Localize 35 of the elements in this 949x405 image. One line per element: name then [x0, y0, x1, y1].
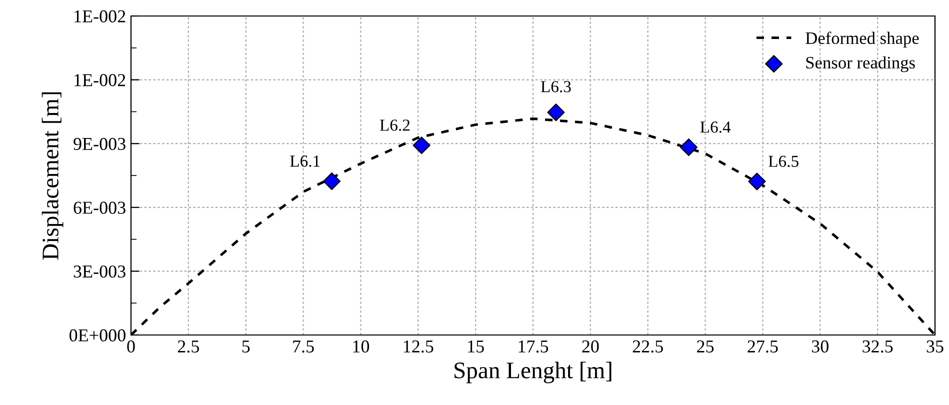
y-tick-label: 1E-002: [74, 74, 126, 86]
x-tick-label: 7.5: [293, 340, 314, 353]
y-tick-label: 3E-003: [74, 265, 126, 278]
y-tick-label: 0E+000: [70, 329, 126, 342]
x-tick-label: 35: [926, 340, 944, 353]
point: [412, 136, 430, 154]
y-tick-label: 6E-003: [74, 202, 126, 214]
annotation: L6.3: [540, 81, 571, 92]
x-tick-label: 25: [697, 340, 714, 353]
x-tick-label: 17.5: [518, 340, 548, 353]
x-tick-label: 22.5: [632, 340, 663, 353]
legend-label: Deformed shape: [806, 32, 919, 48]
x-tick-label: 32.5: [862, 340, 893, 353]
point: [748, 172, 766, 190]
y-tick-label: 1E-002: [74, 10, 126, 22]
point: [547, 104, 565, 122]
x-tick-label: 30: [812, 340, 828, 353]
x-tick-label: 10: [353, 340, 370, 353]
x-axis-title: Span Lenght [m]: [454, 362, 612, 384]
point: [680, 138, 698, 156]
legend-label: Sensor readings: [806, 56, 915, 72]
annotation: L6.4: [700, 122, 731, 133]
point: [323, 172, 341, 190]
annotation: L6.1: [290, 156, 320, 167]
x-tick-label: 5: [242, 340, 250, 353]
annotation: L6.5: [768, 156, 798, 168]
x-tick-label: 27.5: [748, 340, 778, 353]
x-tick-label: 0: [127, 340, 135, 353]
x-tick-label: 15: [468, 340, 484, 353]
y-axis-title: Displacement [m]: [42, 92, 64, 260]
x-tick-label: 12.5: [404, 340, 434, 353]
x-tick-label: 20: [582, 340, 599, 353]
y-tick-label: 9E-003: [74, 138, 126, 150]
x-tick-label: 2.5: [178, 340, 200, 353]
annotation: L6.2: [380, 120, 410, 131]
